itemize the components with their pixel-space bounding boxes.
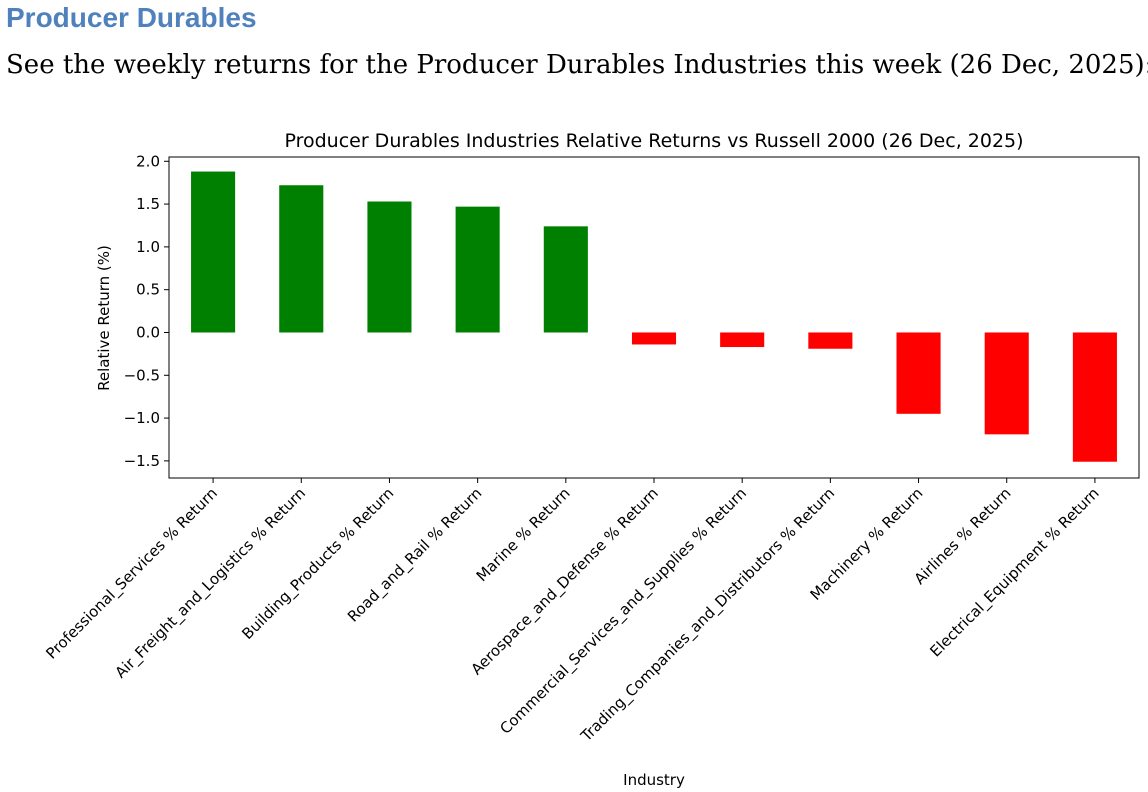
- bar-3: [367, 201, 412, 333]
- page-heading: Producer Durables: [6, 2, 257, 33]
- x-tick-label: Aerospace_and_Defense % Return: [467, 484, 662, 679]
- y-tick-label: 2.0: [136, 152, 160, 170]
- bar-6: [631, 332, 677, 345]
- x-tick-label: Airlines % Return: [911, 484, 1015, 588]
- y-tick-label: 0.0: [136, 323, 160, 341]
- bar-9: [896, 332, 941, 414]
- x-axis-label: Industry: [623, 771, 685, 789]
- y-tick-label: −1.5: [124, 452, 160, 470]
- y-tick-label: −1.0: [124, 409, 160, 427]
- y-axis-label: Relative Return (%): [95, 245, 113, 391]
- x-tick-label: Marine % Return: [473, 484, 574, 585]
- bar-5: [543, 226, 588, 333]
- chart-title: Producer Durables Industries Relative Re…: [284, 130, 1023, 152]
- y-tick-label: 0.5: [136, 281, 160, 299]
- bar-4: [455, 206, 500, 333]
- bar-8: [808, 332, 853, 349]
- x-tick-label: Electrical_Equipment % Return: [926, 484, 1103, 661]
- x-tick-label: Professional_Services % Return: [42, 484, 221, 663]
- x-tick-label: Air_Freight_and_Logistics % Return: [111, 484, 309, 682]
- bar-11: [1072, 332, 1117, 462]
- y-tick-label: −0.5: [124, 366, 160, 384]
- bar-10: [984, 332, 1029, 435]
- y-tick-label: 1.0: [136, 238, 160, 256]
- y-tick-label: 1.5: [136, 195, 160, 213]
- intro-text: See the weekly returns for the Producer …: [6, 50, 1148, 80]
- x-tick-label: Building_Products % Return: [238, 484, 398, 644]
- bar-2: [279, 185, 324, 333]
- bar-1: [191, 171, 236, 333]
- bar-7: [720, 332, 765, 348]
